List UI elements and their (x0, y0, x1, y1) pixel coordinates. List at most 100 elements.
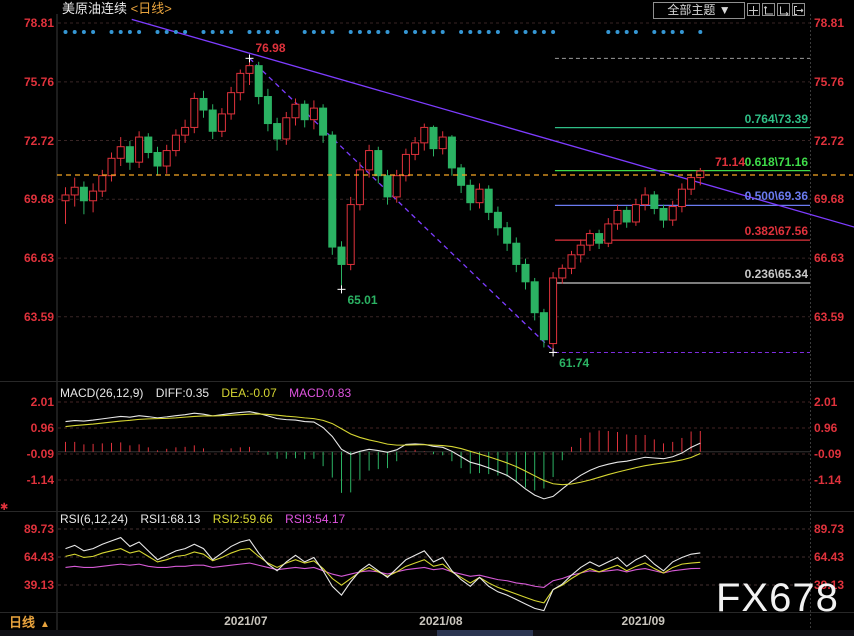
candle (631, 198, 640, 226)
candle (98, 169, 107, 197)
candle (622, 206, 631, 228)
candle (153, 146, 162, 176)
signal-dot (495, 30, 500, 34)
panel-divider-icon: ✱ (0, 502, 9, 513)
candle (346, 196, 355, 271)
signal-dot (91, 30, 96, 34)
exit-button[interactable] (792, 3, 805, 16)
signal-dot (330, 30, 335, 34)
exit-icon (794, 6, 804, 15)
signal-dot (633, 30, 638, 34)
candle (401, 148, 410, 182)
signal-dot (624, 30, 629, 34)
candle (208, 104, 217, 139)
signal-dot (63, 30, 68, 34)
candle (135, 131, 144, 168)
move-crosshair-button[interactable] (747, 3, 760, 16)
candle (576, 239, 585, 263)
candle (355, 162, 364, 211)
candle (687, 173, 696, 195)
scrollbar-thumb[interactable] (437, 630, 533, 636)
rsi2-value: RSI2:59.66 (212, 512, 273, 526)
period-tab-daily[interactable]: 日线 ▲ (9, 612, 50, 631)
signal-dot (256, 30, 261, 34)
theme-dropdown[interactable]: 全部主题 ▼ (653, 2, 745, 19)
signal-dot (403, 30, 408, 34)
candle (420, 123, 429, 151)
signal-dot (81, 30, 86, 34)
candle (254, 61, 263, 105)
signal-dot (652, 30, 657, 34)
rsi1-line (65, 536, 701, 612)
candlestick-series (61, 58, 705, 353)
horizontal-scrollbar[interactable] (0, 630, 854, 636)
signal-dot (118, 30, 123, 34)
signal-dot (155, 30, 160, 34)
triangle-up-icon: ▲ (40, 619, 50, 630)
macd-dea-line (65, 413, 701, 486)
signal-dot (468, 30, 473, 34)
candle (245, 58, 254, 85)
axis-pan-icon (780, 6, 789, 16)
candle (512, 237, 521, 273)
candle (668, 200, 677, 226)
rsi3-value: RSI3:54.17 (285, 512, 346, 526)
candle (291, 98, 300, 126)
candle (457, 164, 466, 194)
candle (107, 152, 116, 182)
signal-dot (523, 30, 528, 34)
signal-dot (661, 30, 666, 34)
candle (447, 135, 456, 176)
rsi1-value: RSI1:68.13 (140, 512, 201, 526)
candle (125, 140, 134, 170)
signal-dot (486, 30, 491, 34)
candle (171, 129, 180, 157)
chevron-down-icon: ▼ (718, 3, 731, 17)
theme-dropdown-label: 全部主题 (667, 3, 716, 17)
candle (641, 187, 650, 211)
candle (659, 204, 668, 228)
move-crosshair-icon (749, 6, 758, 15)
macd-readout: MACD(26,12,9) DIFF:0.35 DEA:-0.07 MACD:0… (60, 386, 360, 400)
macd-diff-line (65, 411, 701, 500)
signal-dot (606, 30, 611, 34)
signal-dot (477, 30, 482, 34)
signal-dot (385, 30, 390, 34)
signal-dot (173, 30, 178, 34)
signal-dot (321, 30, 326, 34)
signal-dot (72, 30, 77, 34)
candle (429, 125, 438, 157)
macd-indicator-name: MACD(26,12,9) (60, 386, 144, 400)
signal-dot (551, 30, 556, 34)
signal-dot (459, 30, 464, 34)
candle (466, 179, 475, 211)
candle (604, 218, 613, 248)
signal-dot (532, 30, 537, 34)
signal-dot (265, 30, 270, 34)
candle (61, 187, 70, 224)
candle (116, 137, 125, 167)
candle (89, 183, 98, 213)
candle (273, 117, 282, 151)
candle (549, 272, 558, 353)
candle (411, 137, 420, 161)
signal-dot (679, 30, 684, 34)
candle (300, 100, 309, 128)
macd-hist-value: MACD:0.83 (289, 386, 352, 400)
axis-scale-button[interactable] (762, 3, 775, 16)
candle (503, 221, 512, 251)
signal-dot (698, 30, 703, 34)
candle (558, 264, 567, 284)
candle (392, 169, 401, 203)
candle (383, 169, 392, 205)
signal-dot (164, 30, 169, 34)
signal-dot (137, 30, 142, 34)
candle (530, 277, 539, 321)
axis-pan-button[interactable] (777, 3, 790, 16)
candle (365, 144, 374, 178)
signal-dot (302, 30, 307, 34)
macd-diff-value: DIFF:0.35 (155, 386, 210, 400)
signal-dot (615, 30, 620, 34)
candle (70, 177, 79, 207)
